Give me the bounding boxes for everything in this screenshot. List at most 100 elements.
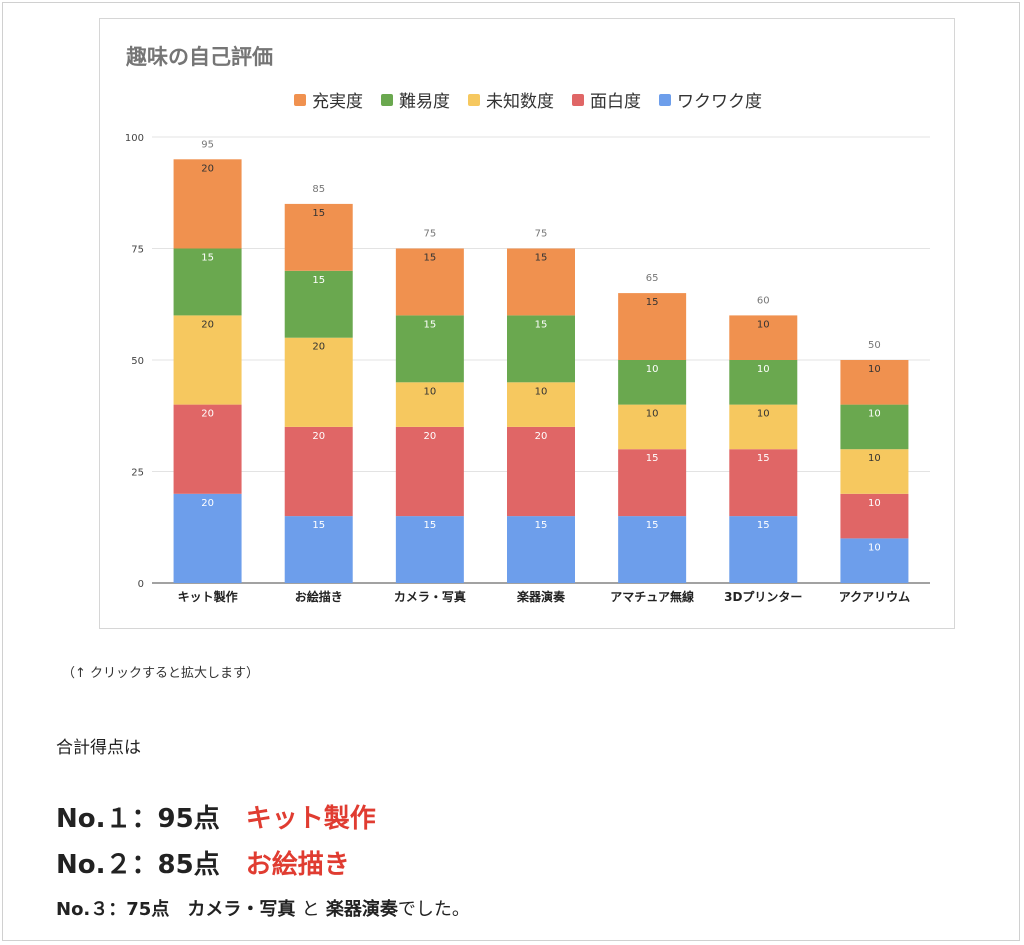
x-tick-label: お絵描き	[295, 589, 343, 604]
x-tick-label: 楽器演奏	[517, 589, 566, 604]
legend-item: 充実度	[294, 87, 363, 112]
bar-segment	[729, 360, 798, 405]
bar-segment	[284, 516, 353, 583]
bar-data-label: 15	[646, 453, 659, 464]
bar-data-label: 10	[868, 409, 881, 420]
rank-1-name: キット製作	[245, 804, 376, 834]
x-tick-label: カメラ・写真	[394, 589, 466, 604]
legend-swatch	[572, 93, 584, 106]
bar-data-label: 15	[646, 297, 659, 308]
y-tick-label: 50	[131, 356, 144, 367]
rank-3: No.３：75点 カメラ・写真 と 楽器演奏でした。	[56, 895, 470, 921]
bar-data-label: 20	[312, 431, 325, 442]
legend-label: 難易度	[399, 92, 450, 112]
legend-item: 未知数度	[468, 87, 554, 112]
bar-data-label: 15	[423, 253, 436, 264]
bar-data-label: 15	[535, 253, 548, 264]
bar-data-label: 20	[201, 319, 214, 330]
bar-segment	[507, 248, 575, 316]
bar-segment	[729, 404, 798, 450]
bar-data-label: 15	[423, 520, 436, 531]
bar-segment	[173, 493, 242, 583]
bar-segment	[840, 360, 909, 405]
legend-item: ワクワク度	[659, 87, 762, 112]
bar-segment	[395, 315, 464, 383]
legend-swatch	[468, 93, 480, 106]
bar-data-label: 20	[535, 431, 548, 442]
legend-swatch	[294, 93, 306, 106]
bar-data-label: 10	[646, 409, 659, 420]
legend-swatch	[381, 93, 393, 106]
y-tick-label: 75	[131, 245, 144, 256]
bar-data-label: 10	[868, 364, 881, 375]
rank-3-tail: でした。	[397, 899, 470, 920]
bar-data-label: 10	[868, 542, 881, 553]
rank-3-colon: ：	[108, 899, 127, 920]
bar-segment	[284, 426, 353, 517]
bar-segment	[395, 248, 464, 316]
bar-data-label: 10	[868, 453, 881, 464]
bar-segment	[173, 315, 242, 405]
bar-data-label: 15	[757, 520, 770, 531]
rank-3-and: と	[301, 899, 320, 920]
bar-segment	[507, 315, 575, 383]
bar-data-label: 15	[312, 520, 325, 531]
chart-caption: （↑ クリックすると拡大します）	[62, 666, 260, 681]
legend-label: 充実度	[312, 92, 363, 112]
bar-data-label: 10	[868, 498, 881, 509]
rank-1-score: 95点	[157, 804, 220, 834]
bar-data-label: 15	[535, 319, 548, 330]
bar-data-label: 10	[423, 386, 436, 397]
chart-title: 趣味の自己評価	[126, 45, 273, 69]
bar-segment	[507, 426, 575, 517]
rank-3-score: 75点	[126, 899, 170, 920]
bar-segment	[284, 337, 353, 427]
bar-segment	[507, 382, 575, 427]
bar-data-label: 15	[423, 319, 436, 330]
rank-1: No.１：95点 キット製作	[56, 798, 376, 835]
bar-segment	[618, 293, 687, 360]
bar-data-label: 15	[646, 520, 659, 531]
bar-total-label: 60	[757, 295, 770, 306]
bar-data-label: 10	[757, 409, 770, 420]
bar-data-label: 15	[757, 453, 770, 464]
rank-3-name-1: カメラ・写真	[187, 899, 296, 920]
bar-segment	[729, 516, 798, 583]
x-tick-label: アクアリウム	[839, 590, 910, 604]
bar-data-label: 20	[201, 498, 214, 509]
bar-segment	[173, 248, 242, 316]
chart-image[interactable]: 趣味の自己評価 充実度 難易度 未知数度 面白度 ワクワク度 0 25 50 75 100 20 2…	[99, 18, 955, 629]
rank-2-colon: ：	[131, 850, 158, 880]
intro-text: 合計得点は	[56, 738, 141, 758]
bar-segment	[284, 203, 353, 271]
bar-total-label: 65	[646, 273, 659, 284]
rank-1-no: No.１	[56, 804, 132, 834]
bar-data-label: 15	[535, 520, 548, 531]
bar-data-label: 10	[757, 364, 770, 375]
bar-segment	[618, 404, 687, 450]
bar-total-label: 85	[312, 184, 325, 195]
bar-data-label: 20	[312, 342, 325, 353]
bar-data-label: 15	[312, 275, 325, 286]
bar-data-label: 15	[201, 253, 214, 264]
rank-1-colon: ：	[131, 804, 158, 834]
bar-data-label: 20	[423, 431, 436, 442]
bar-segment	[618, 516, 687, 583]
chart-plot: 0 25 50 75 100 20 20 20 15 20 95 キット製作 15 20 20 15 15 85 お…	[125, 133, 930, 604]
rank-2-score: 85点	[157, 850, 220, 880]
y-tick-label: 25	[131, 468, 144, 479]
bar-data-label: 20	[201, 409, 214, 420]
y-tick-label: 100	[125, 133, 144, 144]
bar-segment	[840, 538, 909, 583]
x-tick-label: 3Dプリンター	[724, 589, 802, 604]
bar-segment	[618, 449, 687, 517]
bar-data-label: 20	[201, 163, 214, 174]
bar-data-label: 15	[312, 208, 325, 219]
bar-segment	[840, 493, 909, 539]
bar-total-label: 75	[423, 229, 436, 240]
bar-segment	[840, 449, 909, 494]
x-tick-label: アマチュア無線	[610, 589, 694, 604]
rank-3-no: No.３	[56, 899, 109, 920]
bar-segment	[395, 516, 464, 583]
